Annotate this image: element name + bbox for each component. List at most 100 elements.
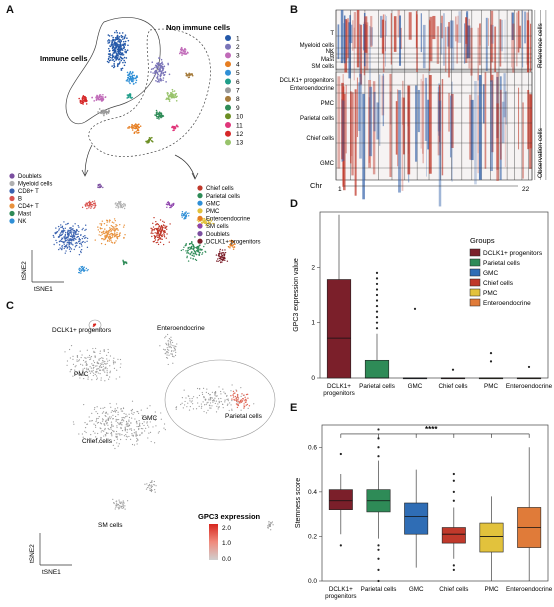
- cell-dot: [158, 65, 161, 67]
- cell-dot: [118, 58, 120, 61]
- cnv-stripe: [379, 74, 381, 146]
- cell-dot: [201, 249, 203, 251]
- cell-dot: [158, 70, 160, 73]
- cnv-stripe: [348, 22, 351, 79]
- outlier-point: [375, 277, 379, 280]
- cell-dot: [189, 246, 191, 248]
- cell-dot: [181, 216, 183, 218]
- cell-dot: [64, 236, 66, 239]
- cell-dot: [115, 206, 117, 209]
- cell-dot: [100, 407, 102, 409]
- cnv-stripe: [390, 13, 392, 65]
- cell-dot: [159, 241, 162, 244]
- cell-dot: [160, 231, 162, 234]
- cell-dot: [106, 60, 109, 63]
- cell-dot: [127, 80, 129, 82]
- cell-dot: [79, 240, 81, 242]
- cell-dot: [172, 90, 174, 93]
- cell-dot: [109, 219, 111, 222]
- cell-dot: [99, 357, 101, 360]
- cnv-stripe: [503, 73, 506, 118]
- cell-dot: [97, 372, 99, 374]
- cell-dot: [84, 235, 86, 237]
- cell-dot: [120, 438, 122, 441]
- cell-dot: [174, 354, 177, 356]
- cell-dot: [154, 228, 156, 230]
- cell-dot: [101, 227, 103, 230]
- cell-dot: [89, 366, 91, 368]
- cell-dot: [206, 218, 208, 220]
- cell-dot: [138, 126, 141, 129]
- cell-dot: [52, 234, 55, 237]
- cell-dot: [118, 202, 120, 204]
- cell-dot: [107, 111, 109, 114]
- cell-dot: [239, 402, 241, 404]
- cnv-stripe: [402, 80, 404, 125]
- cell-dot: [196, 387, 199, 390]
- cell-dot: [100, 112, 102, 115]
- immune-legend-swatch: [9, 218, 15, 224]
- cell-dot: [209, 402, 212, 404]
- cell-dot: [129, 75, 132, 78]
- y-tick-label: 0.4: [308, 489, 317, 496]
- cell-dot: [170, 336, 172, 338]
- cell-dot: [159, 219, 162, 221]
- cell-dot: [96, 361, 98, 363]
- cell-dot: [117, 358, 119, 360]
- cluster-legend-label: 9: [236, 105, 240, 112]
- cell-dot: [106, 372, 108, 374]
- cell-dot: [135, 81, 137, 84]
- cell-dot: [125, 420, 128, 423]
- cell-dot: [115, 228, 117, 231]
- cell-dot: [54, 232, 56, 234]
- cell-dot: [113, 42, 115, 45]
- cell-dot: [185, 215, 188, 217]
- cell-dot: [101, 238, 103, 240]
- cell-dot: [233, 241, 235, 243]
- cell-dot: [78, 267, 81, 270]
- cell-dot: [126, 71, 129, 74]
- cell-dot: [236, 395, 239, 397]
- cell-dot: [151, 61, 154, 63]
- cell-dot: [113, 367, 116, 369]
- cell-dot: [68, 239, 71, 241]
- cell-dot: [74, 233, 77, 235]
- cell-dot: [78, 269, 81, 272]
- cell-dot: [104, 231, 107, 233]
- cell-dot: [165, 237, 168, 239]
- cell-dot: [65, 244, 68, 247]
- cnv-stripe: [429, 16, 433, 62]
- cell-dot: [103, 113, 105, 115]
- nonimmune-legend-swatch: [197, 223, 203, 229]
- cell-dot: [75, 244, 77, 247]
- cnv-stripe: [345, 85, 347, 154]
- cell-dot: [99, 363, 101, 365]
- cell-dot: [124, 233, 126, 236]
- cell-dot: [79, 350, 81, 352]
- cell-dot: [149, 489, 151, 491]
- cell-dot: [69, 227, 71, 230]
- cell-dot: [236, 393, 239, 396]
- cell-dot: [207, 409, 209, 411]
- cell-dot: [121, 419, 123, 421]
- cell-dot: [253, 403, 255, 405]
- cluster-legend-label: 4: [236, 61, 240, 68]
- cell-dot: [124, 508, 126, 510]
- cell-dot: [188, 73, 191, 76]
- cell-dot: [196, 219, 199, 221]
- cell-dot: [74, 223, 76, 225]
- cell-dot: [196, 247, 198, 250]
- cell-dot: [169, 223, 171, 225]
- cell-dot: [118, 52, 120, 55]
- cell-dot: [159, 115, 161, 117]
- cell-dot: [111, 34, 113, 37]
- cnv-stripe: [484, 72, 487, 169]
- cnv-stripe: [522, 10, 524, 68]
- cell-dot: [114, 409, 116, 411]
- reference-row-label: B: [330, 53, 334, 59]
- cell-dot: [186, 255, 188, 258]
- x-tick-label: Parietal cells: [359, 383, 395, 390]
- cell-dot: [76, 355, 79, 357]
- cell-dot: [151, 485, 153, 488]
- cell-dot: [165, 352, 167, 354]
